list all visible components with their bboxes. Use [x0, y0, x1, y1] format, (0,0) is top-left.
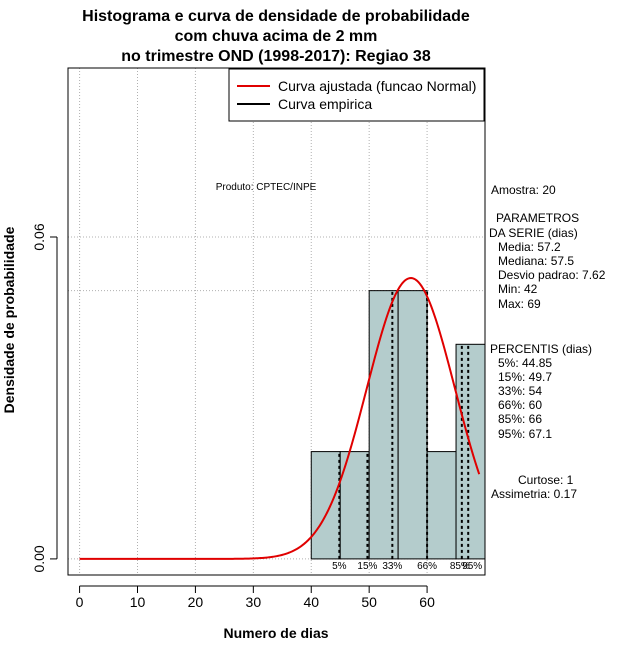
- percentile-label-3: 66%: [417, 561, 437, 572]
- percentile-label-1: 15%: [357, 561, 377, 572]
- legend: Curva ajustada (funcao Normal) Curva emp…: [228, 68, 485, 122]
- percentile-lines-layer: 5% 15% 33% 66% 85%95%: [332, 290, 482, 572]
- stat-percentis-title: PERCENTIS (dias): [490, 342, 592, 356]
- stat-p15: 15%: 49.7: [498, 370, 552, 384]
- stat-p33: 33%: 54: [498, 384, 542, 398]
- histogram-bar-5: [455, 343, 486, 560]
- y-axis-label: Densidade de probabilidade: [1, 226, 17, 413]
- stat-min: Min: 42: [498, 282, 538, 296]
- stat-amostra: Amostra: 20: [491, 183, 556, 197]
- percentile-label-2: 33%: [382, 561, 402, 572]
- axis-layer: 0 10 20 30 40 50 60 0.00 0.06: [31, 223, 435, 610]
- stat-parametros-title: PARAMETROS: [496, 211, 579, 225]
- plot-frame: [67, 67, 486, 576]
- stat-p95: 95%: 67.1: [498, 427, 552, 441]
- stat-curtose: Curtose: 1: [518, 473, 574, 487]
- curve-layer: [79, 277, 481, 560]
- legend-box: [228, 68, 485, 122]
- histogram-bar-3: [397, 290, 428, 560]
- chart-title-line-1: Histograma e curva de densidade de proba…: [82, 8, 470, 25]
- stat-parametros-subtitle: DA SERIE (dias): [489, 226, 578, 240]
- histogram-bar-2: [368, 290, 399, 560]
- histogram-bar-4: [426, 451, 457, 560]
- stat-p66: 66%: 60: [498, 398, 542, 412]
- x-tick-label-2: 20: [188, 594, 204, 610]
- x-tick-label-0: 0: [76, 594, 84, 610]
- percentile-label-0: 5%: [332, 561, 347, 572]
- legend-label-empirical: Curva empirica: [278, 96, 372, 112]
- stat-media: Media: 57.2: [498, 240, 561, 254]
- stat-assimetria: Assimetria: 0.17: [491, 487, 577, 501]
- x-tick-label-5: 50: [361, 594, 377, 610]
- fitted-normal-curve: [79, 277, 481, 560]
- x-tick-label-6: 60: [419, 594, 435, 610]
- stat-p5: 5%: 44.85: [498, 356, 552, 370]
- x-tick-label-3: 30: [246, 594, 262, 610]
- x-tick-label-1: 10: [130, 594, 146, 610]
- stat-max: Max: 69: [498, 297, 541, 311]
- percentile-label-5: 95%: [462, 561, 482, 572]
- bars-layer: [310, 290, 486, 560]
- x-tick-label-4: 40: [303, 594, 319, 610]
- chart-title-line-2: com chuva acima de 2 mm: [175, 28, 378, 45]
- percentile-label-4: 85%: [450, 561, 470, 572]
- chart-title-line-3: no trimestre OND (1998-2017): Regiao 38: [121, 48, 431, 65]
- x-axis-label: Numero de dias: [223, 625, 328, 641]
- y-tick-label-1: 0.06: [31, 223, 47, 250]
- stat-mediana: Mediana: 57.5: [498, 254, 574, 268]
- legend-label-fitted: Curva ajustada (funcao Normal): [278, 78, 476, 94]
- stat-desvio: Desvio padrao: 7.62: [498, 268, 606, 282]
- stats-panel: Amostra: 20 PARAMETROS DA SERIE (dias) M…: [489, 183, 606, 501]
- stat-p85: 85%: 66: [498, 412, 542, 426]
- y-tick-label-0: 0.00: [31, 545, 47, 572]
- histogram-bar-0: [310, 451, 341, 560]
- product-label: Produto: CPTEC/INPE: [216, 182, 317, 193]
